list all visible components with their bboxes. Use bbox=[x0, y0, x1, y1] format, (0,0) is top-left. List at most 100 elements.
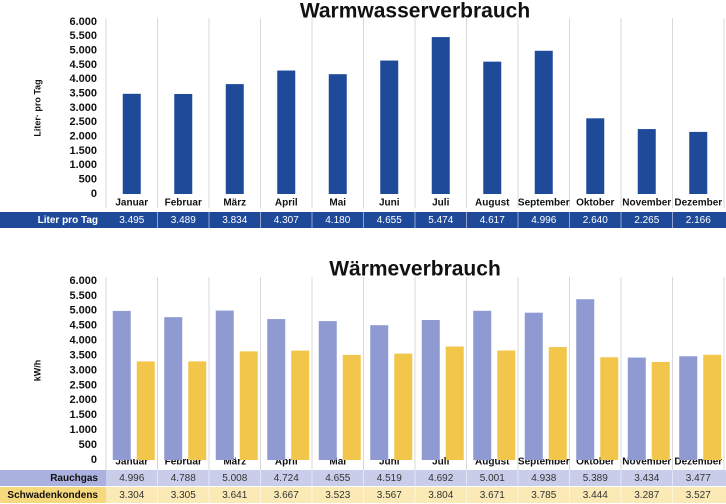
data-label: 5.001 bbox=[480, 473, 505, 484]
data-label: 4.519 bbox=[377, 473, 402, 484]
table-row-header bbox=[0, 212, 106, 228]
data-label: 3.667 bbox=[274, 490, 299, 501]
bar bbox=[136, 361, 155, 460]
bar bbox=[370, 325, 389, 460]
data-label: 4.996 bbox=[531, 215, 556, 226]
x-tick-label: Februar bbox=[165, 457, 202, 468]
bar bbox=[689, 131, 708, 194]
bar bbox=[342, 354, 361, 460]
y-tick-label: 2.500 bbox=[69, 116, 97, 128]
y-tick-label: 4.500 bbox=[69, 320, 97, 332]
bar bbox=[277, 70, 296, 194]
y-axis-label: kW/h bbox=[32, 360, 42, 382]
data-label: 4.938 bbox=[531, 473, 556, 484]
bar bbox=[627, 357, 646, 460]
x-tick-label: Dezember bbox=[674, 198, 722, 209]
data-label: 4.617 bbox=[480, 215, 505, 226]
bar bbox=[188, 361, 207, 460]
table-row bbox=[106, 470, 726, 486]
y-tick-label: 3.000 bbox=[69, 364, 97, 376]
y-axis-label: Liter· pro Tag bbox=[32, 79, 42, 136]
bar bbox=[164, 317, 183, 460]
y-tick-label: 500 bbox=[79, 439, 97, 451]
x-tick-label: September bbox=[518, 198, 570, 209]
bar bbox=[421, 320, 440, 460]
data-label: 3.785 bbox=[531, 490, 556, 501]
chart-title: Warmwasserverbrauch bbox=[300, 0, 530, 23]
data-label: 3.287 bbox=[634, 490, 659, 501]
legend-entry: Rauchgas bbox=[50, 473, 98, 484]
y-tick-label: 2.000 bbox=[69, 394, 97, 406]
bar bbox=[703, 354, 722, 460]
bar bbox=[431, 37, 450, 194]
data-label: 3.567 bbox=[377, 490, 402, 501]
data-label: 3.489 bbox=[171, 215, 196, 226]
bar bbox=[112, 310, 131, 460]
data-label: 3.834 bbox=[222, 215, 247, 226]
data-label: 4.692 bbox=[428, 473, 453, 484]
chart-title: Wärmeverbrauch bbox=[329, 258, 501, 281]
y-tick-label: 2.500 bbox=[69, 379, 97, 391]
data-label: 3.527 bbox=[686, 490, 711, 501]
x-tick-label: Juni bbox=[379, 198, 400, 209]
data-label: 5.474 bbox=[428, 215, 453, 226]
bar bbox=[445, 346, 464, 460]
legend-entry: Schwadenkondens bbox=[7, 490, 98, 501]
y-tick-label: 0 bbox=[91, 188, 97, 200]
data-label: 3.444 bbox=[583, 490, 608, 501]
data-label: 4.180 bbox=[325, 215, 350, 226]
table-row-header bbox=[0, 470, 106, 486]
x-tick-label: April bbox=[275, 457, 298, 468]
data-label: 4.996 bbox=[119, 473, 144, 484]
bar bbox=[318, 321, 337, 460]
data-label: 3.477 bbox=[686, 473, 711, 484]
bar bbox=[679, 356, 698, 460]
table-row bbox=[106, 487, 726, 503]
x-tick-label: März bbox=[223, 457, 246, 468]
bar bbox=[600, 357, 619, 460]
data-label: 4.307 bbox=[274, 215, 299, 226]
y-tick-label: 2.000 bbox=[69, 131, 97, 143]
bar bbox=[328, 74, 347, 194]
bar bbox=[637, 129, 656, 194]
data-label: 4.788 bbox=[171, 473, 196, 484]
x-tick-label: Oktober bbox=[576, 457, 614, 468]
y-tick-label: 4.500 bbox=[69, 59, 97, 71]
x-tick-label: August bbox=[475, 457, 510, 468]
y-tick-label: 1.000 bbox=[69, 159, 97, 171]
y-tick-label: 5.500 bbox=[69, 290, 97, 302]
data-label: 4.724 bbox=[274, 473, 299, 484]
data-label: 3.305 bbox=[171, 490, 196, 501]
bar bbox=[174, 93, 193, 194]
y-tick-label: 5.000 bbox=[69, 45, 97, 57]
x-tick-label: Mai bbox=[329, 457, 346, 468]
x-tick-label: Juli bbox=[432, 457, 449, 468]
y-tick-label: 0 bbox=[91, 454, 97, 466]
x-tick-label: Juni bbox=[379, 457, 400, 468]
bar bbox=[651, 361, 670, 460]
x-tick-label: November bbox=[622, 457, 671, 468]
bar bbox=[483, 61, 502, 195]
bar bbox=[239, 351, 258, 460]
bar bbox=[122, 93, 141, 194]
x-tick-label: Juli bbox=[432, 198, 449, 209]
bar bbox=[291, 350, 310, 460]
y-tick-label: 4.000 bbox=[69, 73, 97, 85]
y-tick-label: 500 bbox=[79, 174, 97, 186]
data-label: 2.166 bbox=[686, 215, 711, 226]
y-tick-label: 1.000 bbox=[69, 424, 97, 436]
y-tick-label: 6.000 bbox=[69, 16, 97, 28]
data-label: 5.008 bbox=[222, 473, 247, 484]
x-tick-label: September bbox=[518, 457, 570, 468]
table-row-header bbox=[0, 487, 106, 503]
x-tick-label: Januar bbox=[115, 198, 148, 209]
y-tick-label: 1.500 bbox=[69, 145, 97, 157]
data-label: 4.655 bbox=[377, 215, 402, 226]
x-tick-label: März bbox=[223, 198, 246, 209]
y-tick-label: 5.500 bbox=[69, 30, 97, 42]
data-label: 3.495 bbox=[119, 215, 144, 226]
legend-entry: Liter pro Tag bbox=[38, 215, 98, 226]
data-label: 4.655 bbox=[325, 473, 350, 484]
bar bbox=[524, 312, 543, 460]
